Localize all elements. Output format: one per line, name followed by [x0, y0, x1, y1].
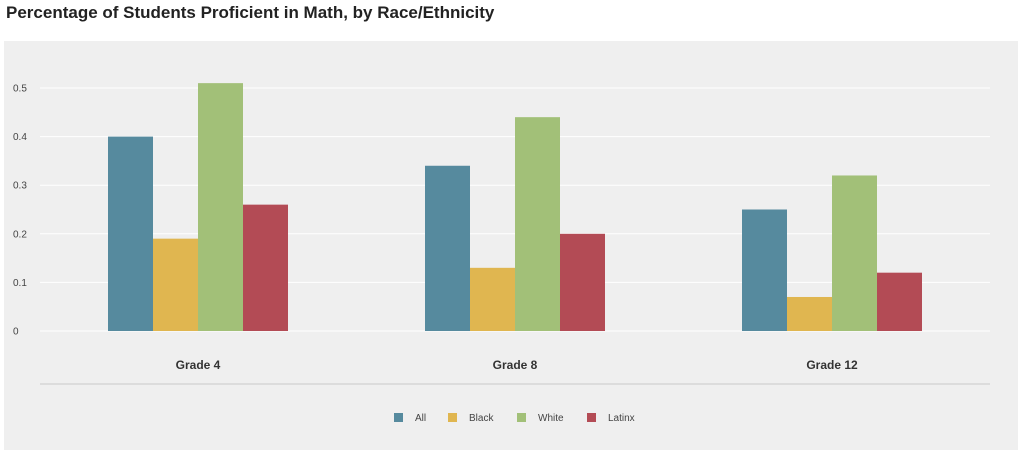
y-tick-label: 0.1: [13, 278, 27, 289]
legend-label[interactable]: All: [415, 413, 426, 424]
bar[interactable]: [877, 272, 922, 331]
category-label: Grade 4: [176, 358, 221, 372]
bar[interactable]: [108, 136, 153, 331]
bar[interactable]: [198, 83, 243, 331]
bars: [108, 83, 922, 331]
legend-label[interactable]: Black: [469, 413, 494, 424]
legend-swatch[interactable]: [394, 413, 403, 422]
bar[interactable]: [515, 117, 560, 331]
legend-label[interactable]: White: [538, 413, 564, 424]
legend-swatch[interactable]: [448, 413, 457, 422]
bar[interactable]: [787, 296, 832, 331]
x-axis-categories: Grade 4 Grade 8 Grade 12: [176, 358, 858, 372]
y-axis-ticks: 0 0.1 0.2 0.3 0.4 0.5: [13, 84, 27, 338]
category-label: Grade 8: [493, 358, 538, 372]
y-tick-label: 0.5: [13, 84, 27, 95]
category-label: Grade 12: [806, 358, 858, 372]
y-tick-label: 0.3: [13, 181, 27, 192]
bar[interactable]: [425, 165, 470, 331]
bar[interactable]: [243, 204, 288, 331]
bar[interactable]: [153, 238, 198, 331]
y-tick-label: 0.4: [13, 132, 27, 143]
legend-swatch[interactable]: [517, 413, 526, 422]
y-tick-label: 0: [13, 327, 19, 338]
legend-swatch[interactable]: [587, 413, 596, 422]
bar[interactable]: [742, 209, 787, 332]
chart-title: Percentage of Students Proficient in Mat…: [6, 3, 495, 22]
y-tick-label: 0.2: [13, 229, 27, 240]
bar[interactable]: [832, 175, 877, 331]
legend[interactable]: All Black White Latinx: [394, 413, 635, 424]
bar[interactable]: [560, 233, 605, 331]
bar[interactable]: [470, 267, 515, 331]
legend-label[interactable]: Latinx: [608, 413, 635, 424]
